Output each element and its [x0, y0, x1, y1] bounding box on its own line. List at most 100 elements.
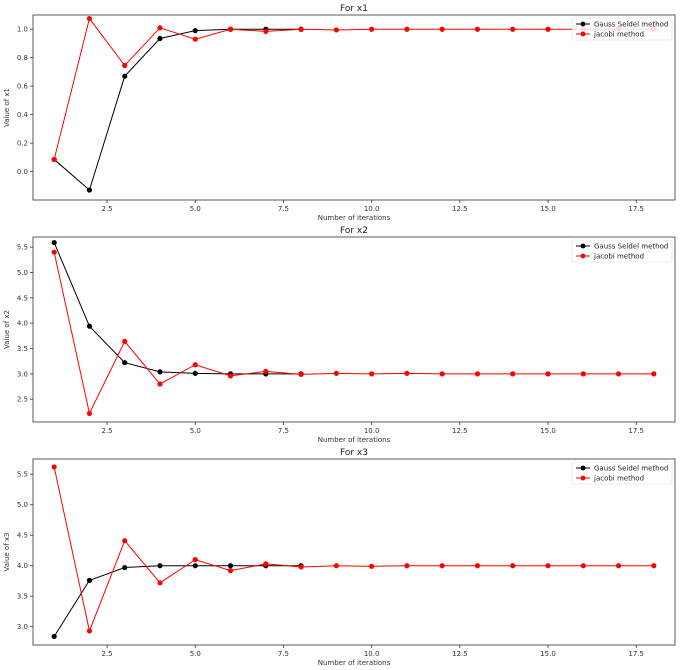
data-point-jacobi: [122, 338, 128, 345]
legend-marker: [580, 243, 586, 249]
data-point-gauss-seidel: [192, 563, 198, 569]
x-tick-label: 15.0: [540, 427, 556, 435]
data-point-jacobi: [51, 156, 57, 163]
data-point-jacobi: [545, 26, 551, 32]
series-line-jacobi: [53, 252, 654, 415]
y-tick-label: 3.0: [17, 623, 28, 631]
data-point-jacobi: [474, 371, 481, 377]
legend-box: [571, 17, 673, 41]
data-point-jacobi: [298, 564, 304, 570]
data-point-jacobi: [157, 381, 163, 387]
legend-marker: [580, 31, 586, 37]
y-tick-label: 5.5: [17, 244, 28, 252]
y-tick-label: 4.5: [17, 294, 28, 302]
data-point-gauss-seidel: [51, 633, 57, 640]
legend-label: Gauss Seidel method: [594, 243, 668, 251]
y-tick-label: 4.0: [17, 562, 28, 570]
x-tick-label: 12.5: [452, 427, 468, 435]
y-axis-label: Value of x2: [3, 310, 11, 349]
legend-marker: [580, 475, 586, 481]
legend: Gauss Seidel method jacobi method: [571, 239, 673, 263]
data-point-jacobi: [227, 26, 234, 32]
x-tick-label: 7.5: [278, 427, 289, 435]
data-point-jacobi: [298, 26, 304, 32]
x-tick-label: 12.5: [452, 650, 468, 658]
data-point-gauss-seidel: [122, 73, 128, 79]
data-point-jacobi: [510, 26, 516, 32]
x-tick-label: 5.0: [190, 427, 201, 435]
x-tick-label: 10.0: [364, 205, 380, 213]
series-line-gauss-seidel: [53, 242, 302, 375]
data-point-jacobi: [263, 28, 269, 34]
data-point-jacobi: [333, 370, 339, 376]
x-tick-label: 17.5: [628, 650, 644, 658]
data-point-jacobi: [439, 26, 445, 32]
x-tick-label: 17.5: [628, 205, 644, 213]
data-point-jacobi: [369, 371, 375, 377]
legend-marker: [580, 465, 586, 471]
plot-area: [32, 14, 676, 201]
data-point-jacobi: [404, 563, 410, 569]
data-point-jacobi: [122, 538, 128, 544]
x-axis-label: Number of iterations: [318, 214, 391, 222]
data-point-jacobi: [192, 36, 198, 42]
data-point-jacobi: [298, 371, 304, 377]
data-point-gauss-seidel: [227, 563, 234, 569]
series-line-jacobi: [53, 466, 654, 633]
chart-x1: For x1 2.5 5.0 7.5 10.0 12.5 15.0 17.5 0.0 0.2 0.4…: [3, 4, 676, 222]
y-tick-label: 5.0: [17, 501, 28, 509]
data-point-jacobi: [263, 561, 269, 567]
y-tick-label: 3.0: [17, 370, 28, 378]
legend-label: Gauss Seidel method: [594, 465, 668, 473]
data-point-jacobi: [580, 563, 586, 569]
data-point-jacobi: [86, 410, 93, 416]
y-axis-label: Value of x1: [3, 88, 11, 127]
data-point-jacobi: [51, 249, 57, 255]
legend-label: Gauss Seidel method: [594, 21, 668, 29]
y-tick-label: 0.2: [17, 140, 28, 148]
plot-area: [32, 458, 676, 646]
x-tick-label: 17.5: [628, 427, 644, 435]
y-tick-label: 5.5: [17, 471, 28, 479]
x-tick-label: 5.0: [190, 650, 201, 658]
x-tick-label: 10.0: [364, 650, 380, 658]
data-point-jacobi: [86, 15, 93, 22]
series-line-jacobi: [53, 17, 654, 160]
data-point-jacobi: [157, 580, 163, 586]
y-tick-label: 3.5: [17, 345, 28, 353]
legend-marker: [580, 253, 586, 259]
data-point-jacobi: [474, 563, 481, 569]
y-tick-label: 1.0: [17, 26, 28, 34]
data-point-gauss-seidel: [86, 323, 93, 329]
data-point-jacobi: [545, 563, 551, 569]
data-point-gauss-seidel: [192, 28, 198, 34]
y-axis-label: Value of x3: [3, 532, 11, 571]
x-tick-label: 10.0: [364, 427, 380, 435]
y-tick-label: 0.6: [17, 83, 29, 91]
plot-area: [32, 236, 676, 423]
y-tick-label: 5.0: [17, 269, 28, 277]
data-point-jacobi: [439, 563, 445, 569]
data-point-jacobi: [51, 464, 57, 470]
legend-label: jacobi method: [593, 31, 644, 39]
data-point-gauss-seidel: [86, 577, 93, 583]
legend: Gauss Seidel method jacobi method: [571, 17, 673, 41]
data-point-jacobi: [333, 27, 339, 33]
data-point-jacobi: [369, 563, 375, 569]
x-axis-label: Number of iterations: [318, 659, 391, 667]
data-point-jacobi: [404, 370, 410, 376]
data-point-gauss-seidel: [86, 187, 93, 193]
legend-box: [571, 239, 673, 263]
y-tick-label: 2.5: [17, 396, 28, 404]
data-point-jacobi: [122, 62, 128, 69]
data-point-gauss-seidel: [157, 35, 163, 42]
data-point-jacobi: [86, 628, 93, 634]
x-tick-label: 7.5: [278, 205, 289, 213]
y-tick-label: 0.4: [17, 111, 29, 119]
series-line-gauss-seidel: [53, 565, 302, 637]
x-tick-label: 2.5: [102, 427, 113, 435]
data-point-gauss-seidel: [157, 369, 163, 375]
data-point-jacobi: [510, 371, 516, 377]
y-tick-label: 0.8: [17, 54, 28, 62]
